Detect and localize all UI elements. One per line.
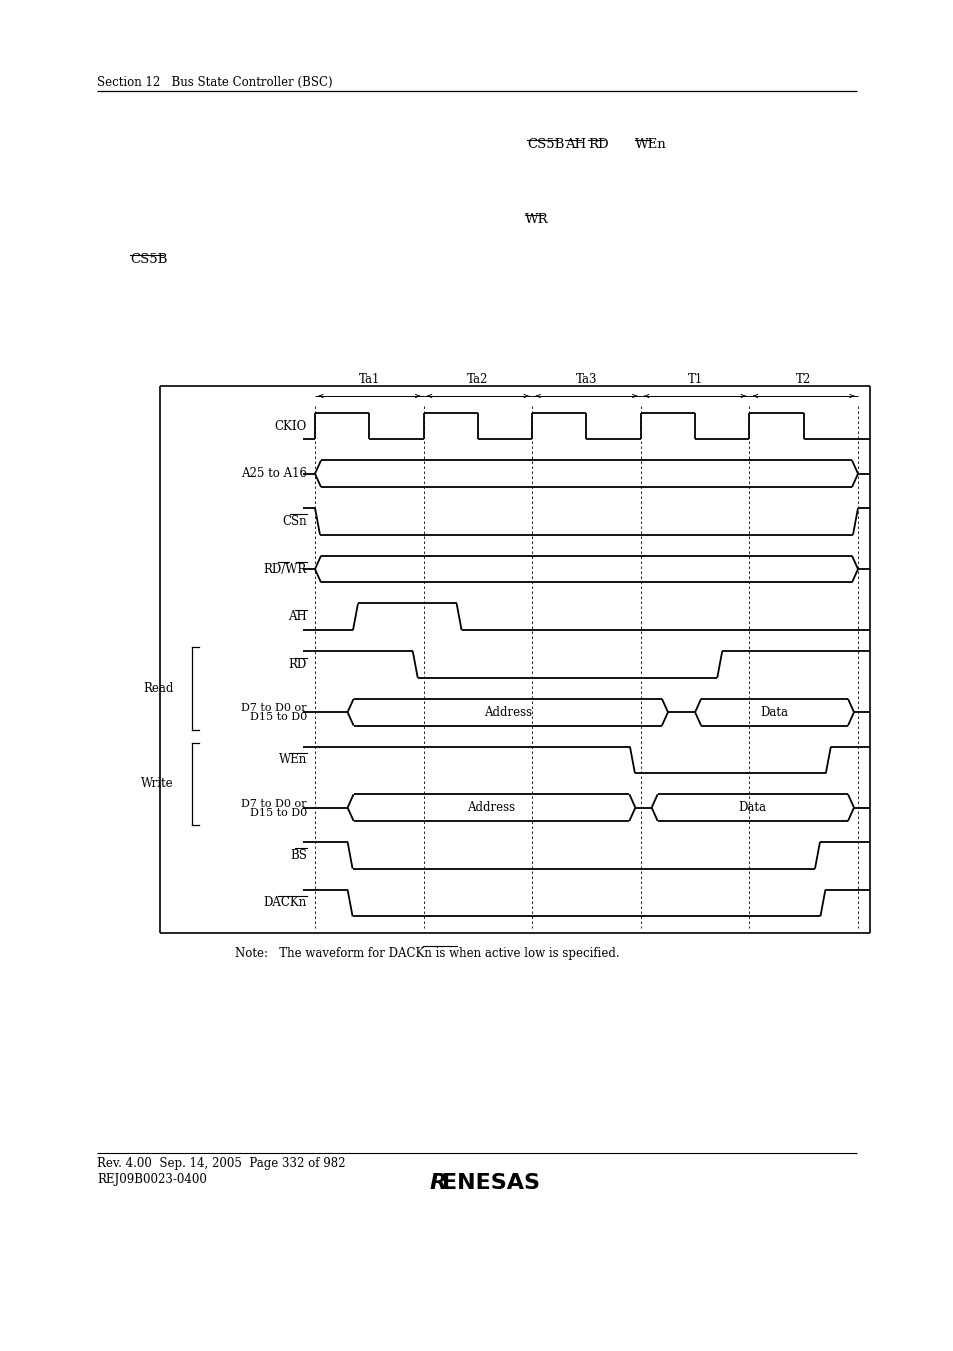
Text: D7 to D0 or: D7 to D0 or xyxy=(241,798,307,809)
Text: Address: Address xyxy=(483,705,531,719)
Text: Read: Read xyxy=(144,682,173,694)
Text: Ta1: Ta1 xyxy=(358,373,379,386)
Text: Data: Data xyxy=(738,801,766,815)
Text: AH: AH xyxy=(288,611,307,623)
Text: WEn: WEn xyxy=(278,754,307,766)
Text: Ta2: Ta2 xyxy=(467,373,488,386)
Text: Write: Write xyxy=(141,777,173,790)
Text: CKIO: CKIO xyxy=(274,420,307,432)
Text: R: R xyxy=(430,1173,447,1193)
Text: WEn: WEn xyxy=(635,138,666,151)
Text: CS5B: CS5B xyxy=(526,138,564,151)
Text: D15 to D0: D15 to D0 xyxy=(250,712,307,723)
Text: RD: RD xyxy=(289,658,307,671)
Text: ENESAS: ENESAS xyxy=(441,1173,539,1193)
Text: A25 to A16: A25 to A16 xyxy=(241,467,307,480)
Text: Note:   The waveform for DACKn is when active low is specified.: Note: The waveform for DACKn is when act… xyxy=(234,947,619,961)
Text: D7 to D0 or: D7 to D0 or xyxy=(241,704,307,713)
Text: DACKn: DACKn xyxy=(263,897,307,909)
Text: T1: T1 xyxy=(687,373,702,386)
Text: Section 12   Bus State Controller (BSC): Section 12 Bus State Controller (BSC) xyxy=(97,76,333,89)
Text: RD: RD xyxy=(587,138,608,151)
Text: CS5B: CS5B xyxy=(130,253,167,266)
Text: AH: AH xyxy=(564,138,586,151)
Text: REJ09B0023-0400: REJ09B0023-0400 xyxy=(97,1173,207,1186)
Text: RD/WR: RD/WR xyxy=(263,562,307,576)
Text: Ta3: Ta3 xyxy=(576,373,597,386)
Text: Address: Address xyxy=(467,801,515,815)
Text: BS: BS xyxy=(290,848,307,862)
Text: Rev. 4.00  Sep. 14, 2005  Page 332 of 982: Rev. 4.00 Sep. 14, 2005 Page 332 of 982 xyxy=(97,1156,345,1170)
Text: T2: T2 xyxy=(795,373,810,386)
Text: CSn: CSn xyxy=(282,515,307,528)
Text: Data: Data xyxy=(760,705,788,719)
Text: D15 to D0: D15 to D0 xyxy=(250,808,307,817)
Text: WR: WR xyxy=(524,213,548,226)
